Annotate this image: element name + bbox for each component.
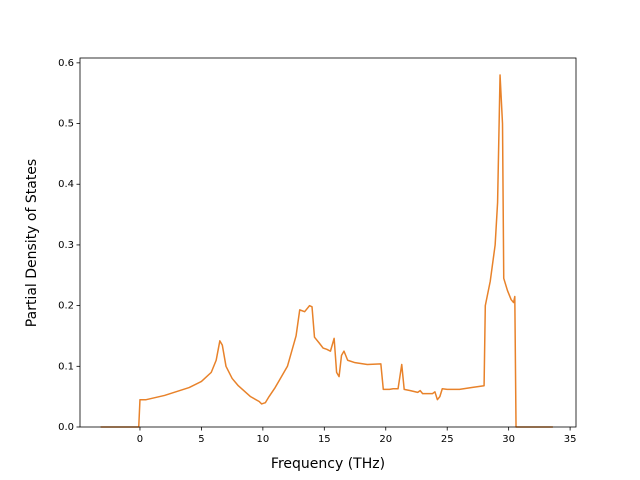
- y-tick-label: 0.5: [58, 119, 74, 130]
- x-tick-label: 35: [564, 434, 577, 445]
- y-tick-label: 0.6: [58, 58, 74, 69]
- x-tick-label: 30: [502, 434, 515, 445]
- y-axis-label: Partial Density of States: [24, 159, 40, 327]
- y-tick-label: 0.0: [58, 422, 74, 433]
- x-tick-label: 20: [379, 434, 392, 445]
- x-tick-label: 0: [137, 434, 143, 445]
- y-tick-label: 0.3: [58, 240, 74, 251]
- series-line: [100, 74, 553, 428]
- x-tick-label: 10: [256, 434, 269, 445]
- x-tick-label: 15: [318, 434, 331, 445]
- y-tick-label: 0.1: [58, 361, 74, 372]
- x-tick-label: 25: [441, 434, 454, 445]
- y-tick-label: 0.2: [58, 301, 74, 312]
- x-tick-label: 5: [198, 434, 204, 445]
- x-axis-label: Frequency (THz): [271, 456, 385, 472]
- plot-frame: [79, 57, 577, 428]
- y-tick-label: 0.4: [58, 179, 74, 190]
